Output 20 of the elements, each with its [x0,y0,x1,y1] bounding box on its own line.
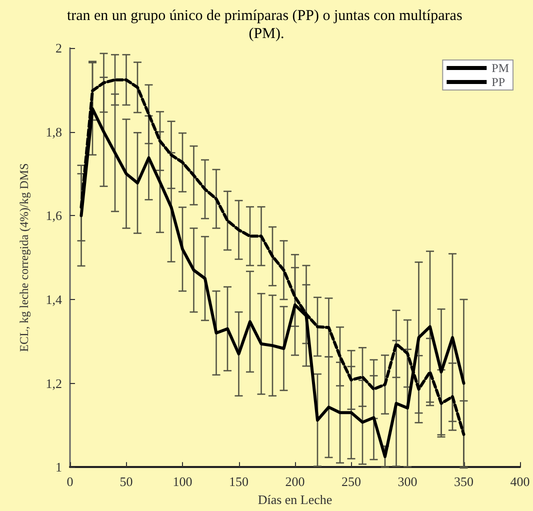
x-tick-label: 300 [398,474,418,490]
x-axis-title: Días en Leche [258,492,332,507]
x-tick-label: 350 [454,474,474,490]
y-tick-label: 2 [56,40,62,56]
legend-label: PP [492,75,506,89]
y-tick-label: 1,4 [46,292,62,307]
x-tick-label: 150 [229,474,248,490]
x-tick-label: 100 [172,474,192,490]
y-tick-label: 1,6 [46,208,62,224]
y-axis-title: ECL, kg leche corregida (4%)/kg DMS [17,163,31,352]
y-tick-label: 1,2 [46,376,62,391]
x-tick-label: 0 [66,474,74,490]
y-tick-label: 1,8 [46,124,62,140]
x-tick-label: 250 [342,474,361,490]
legend-label: PM [492,61,510,75]
x-tick-label: 200 [285,474,305,490]
x-tick-label: 400 [510,474,530,490]
y-tick-label: 1 [56,460,62,475]
chart-title: tran en un grupo único de primíparas (PP) o juntas con multíparas (PM). [66,8,466,42]
x-tick-label: 50 [120,474,133,490]
